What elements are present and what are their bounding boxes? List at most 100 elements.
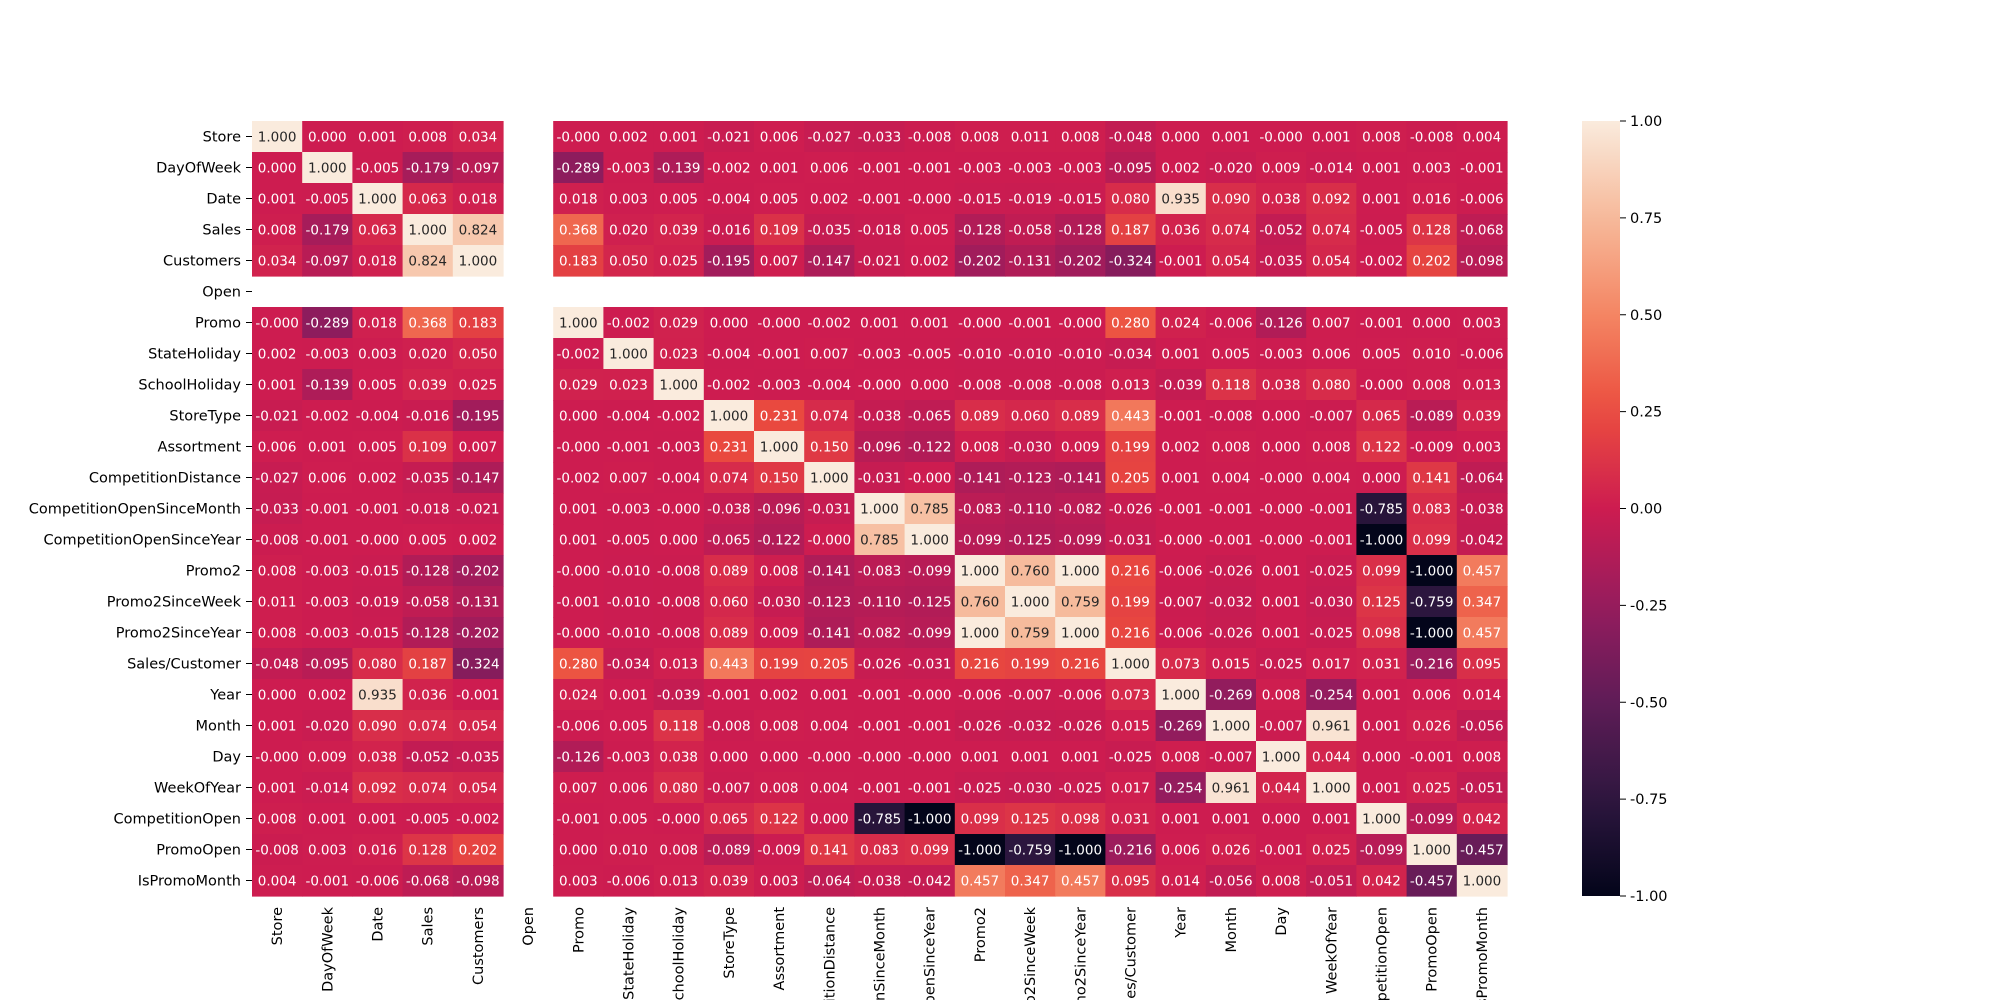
heatmap-cell bbox=[402, 586, 454, 618]
heatmap-cell-value: 0.054 bbox=[459, 781, 498, 797]
heatmap-cell bbox=[1256, 710, 1307, 742]
heatmap-cell bbox=[1105, 214, 1157, 246]
heatmap-cell-value: -0.202 bbox=[456, 564, 500, 580]
heatmap-cell-value: 0.118 bbox=[1212, 378, 1251, 394]
heatmap-cell-value: -0.216 bbox=[1410, 657, 1454, 673]
x-tick-label-promoopen: PromoOpen bbox=[1425, 907, 1441, 992]
heatmap-cell bbox=[854, 214, 906, 246]
heatmap-cell bbox=[1356, 462, 1408, 494]
heatmap-cell-value: -0.009 bbox=[757, 843, 801, 859]
heatmap-cell-value: -0.001 bbox=[1259, 843, 1303, 859]
heatmap-cell-value: 0.128 bbox=[408, 843, 447, 859]
heatmap-cell bbox=[352, 679, 404, 711]
heatmap-cell-value: -0.001 bbox=[757, 347, 801, 363]
heatmap-cell bbox=[1356, 121, 1408, 153]
heatmap-cell bbox=[553, 741, 604, 773]
heatmap-cell-value: 1.000 bbox=[659, 378, 698, 394]
heatmap-cell-value: 0.050 bbox=[609, 254, 648, 270]
heatmap-cell-value: 0.961 bbox=[1212, 781, 1251, 797]
heatmap-cell bbox=[352, 648, 404, 680]
heatmap-cell bbox=[1205, 245, 1257, 277]
heatmap-cell bbox=[1406, 865, 1458, 897]
heatmap-cell bbox=[1356, 617, 1408, 649]
heatmap-cell-value: -0.068 bbox=[406, 874, 450, 890]
heatmap-cell bbox=[1356, 555, 1408, 587]
heatmap-cell bbox=[1456, 834, 1508, 866]
heatmap-cell bbox=[1356, 865, 1408, 897]
heatmap-cell-value: -0.002 bbox=[557, 471, 601, 487]
heatmap-cell-value: 0.013 bbox=[1111, 378, 1150, 394]
heatmap-cell-value: 1.000 bbox=[258, 130, 297, 146]
heatmap-cell-value: -0.097 bbox=[306, 254, 350, 270]
heatmap-cell-value: -0.018 bbox=[406, 502, 450, 518]
heatmap-cell bbox=[603, 338, 655, 370]
heatmap-cell bbox=[804, 648, 855, 680]
colorbar-tick-label: 0.75 bbox=[1630, 211, 1662, 227]
heatmap-cell bbox=[1256, 772, 1307, 804]
heatmap-cell-value: 0.039 bbox=[408, 378, 447, 394]
heatmap-cell-value: 0.089 bbox=[710, 564, 749, 580]
heatmap-cell-value: 0.125 bbox=[1011, 812, 1050, 828]
heatmap-cell-value: -0.008 bbox=[255, 843, 299, 859]
heatmap-cell bbox=[553, 586, 604, 618]
heatmap-cell-value: 0.008 bbox=[1161, 750, 1200, 766]
heatmap-cell-value: -0.030 bbox=[757, 595, 801, 611]
heatmap-cell bbox=[1356, 679, 1408, 711]
heatmap-cell-value: -0.003 bbox=[607, 161, 651, 177]
heatmap-cell-value: 0.128 bbox=[1412, 223, 1451, 239]
heatmap-cell bbox=[352, 834, 404, 866]
heatmap-cell bbox=[954, 338, 1006, 370]
heatmap-cell-value: -0.110 bbox=[858, 595, 902, 611]
heatmap-cell-value: 0.000 bbox=[810, 812, 849, 828]
heatmap-cell bbox=[954, 307, 1006, 339]
heatmap-cell-value: 0.199 bbox=[1011, 657, 1050, 673]
heatmap-cell-value: -0.002 bbox=[607, 316, 651, 332]
heatmap-cell bbox=[954, 400, 1006, 432]
heatmap-cell-value: -0.003 bbox=[306, 626, 350, 642]
heatmap-cell-value: 1.000 bbox=[1061, 564, 1100, 580]
heatmap-cell bbox=[954, 710, 1006, 742]
heatmap-cell-value: -0.141 bbox=[958, 471, 1002, 487]
heatmap-cell-value: 0.054 bbox=[1312, 254, 1351, 270]
heatmap-cell-value: -0.000 bbox=[1259, 502, 1303, 518]
heatmap-cell bbox=[603, 121, 655, 153]
heatmap-cell-value: 0.003 bbox=[358, 347, 397, 363]
heatmap-cell bbox=[1105, 648, 1157, 680]
heatmap-cell bbox=[1356, 214, 1408, 246]
heatmap-cell-value: 0.000 bbox=[1161, 130, 1200, 146]
heatmap-cell-value: 0.001 bbox=[1262, 595, 1301, 611]
heatmap-cell bbox=[603, 183, 655, 215]
heatmap-cell bbox=[1055, 679, 1106, 711]
y-tick-label-competitionopensincemonth: CompetitionOpenSinceMonth bbox=[29, 502, 241, 518]
heatmap-cell-value: 0.005 bbox=[358, 440, 397, 456]
heatmap-cell-value: -0.002 bbox=[1360, 254, 1404, 270]
x-tick-label-customers: Customers bbox=[471, 907, 487, 985]
heatmap-cell-value: 0.007 bbox=[609, 471, 648, 487]
heatmap-cell-value: 0.187 bbox=[408, 657, 447, 673]
heatmap-cell-value: -0.015 bbox=[1059, 192, 1103, 208]
heatmap-cell bbox=[804, 679, 855, 711]
colorbar-tick-label: -0.50 bbox=[1630, 695, 1668, 711]
heatmap-cell-value: 1.000 bbox=[810, 471, 849, 487]
colorbar-tick-label: 0.25 bbox=[1630, 405, 1662, 421]
heatmap-cell-value: 0.080 bbox=[1111, 192, 1150, 208]
heatmap-cell-value: -0.000 bbox=[557, 440, 601, 456]
heatmap-cell bbox=[402, 307, 454, 339]
heatmap-cell bbox=[754, 431, 805, 463]
heatmap-cell bbox=[804, 865, 855, 897]
heatmap-cell-value: -0.003 bbox=[757, 378, 801, 394]
heatmap-cell bbox=[1005, 493, 1056, 525]
heatmap-cell bbox=[452, 183, 504, 215]
heatmap-cell bbox=[804, 183, 855, 215]
heatmap-cell bbox=[954, 679, 1006, 711]
heatmap-cell bbox=[904, 431, 956, 463]
heatmap-cell-value: 0.216 bbox=[1111, 564, 1150, 580]
heatmap-cell-value: -0.005 bbox=[406, 812, 450, 828]
heatmap-cell-value: 0.001 bbox=[1161, 347, 1200, 363]
heatmap-cell-value: -0.759 bbox=[1008, 843, 1052, 859]
heatmap-cell-value: -0.008 bbox=[657, 626, 701, 642]
heatmap-cell bbox=[252, 834, 303, 866]
heatmap-cell-value: 0.060 bbox=[1011, 409, 1050, 425]
heatmap-cell-value: -0.001 bbox=[1008, 316, 1052, 332]
heatmap-cell-value: 0.008 bbox=[1362, 130, 1401, 146]
